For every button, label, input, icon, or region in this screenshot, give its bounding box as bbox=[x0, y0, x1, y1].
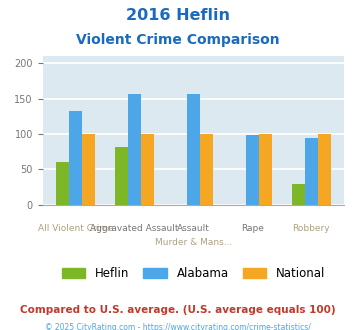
Bar bbox=[246, 135, 259, 205]
Bar bbox=[187, 94, 200, 205]
Text: Violent Crime Comparison: Violent Crime Comparison bbox=[76, 33, 279, 47]
Bar bbox=[82, 134, 95, 205]
Text: Assault: Assault bbox=[177, 224, 210, 233]
Bar bbox=[259, 134, 272, 205]
Bar bbox=[128, 94, 141, 205]
Text: Compared to U.S. average. (U.S. average equals 100): Compared to U.S. average. (U.S. average … bbox=[20, 305, 335, 315]
Bar bbox=[305, 138, 318, 205]
Bar bbox=[56, 162, 69, 205]
Text: Robbery: Robbery bbox=[293, 224, 330, 233]
Text: Aggravated Assault: Aggravated Assault bbox=[91, 224, 179, 233]
Text: 2016 Heflin: 2016 Heflin bbox=[126, 8, 229, 23]
Bar bbox=[141, 134, 154, 205]
Legend: Heflin, Alabama, National: Heflin, Alabama, National bbox=[57, 262, 330, 285]
Text: Rape: Rape bbox=[241, 224, 264, 233]
Bar bbox=[115, 147, 128, 205]
Bar bbox=[200, 134, 213, 205]
Bar bbox=[292, 184, 305, 205]
Bar bbox=[318, 134, 331, 205]
Text: All Violent Crime: All Violent Crime bbox=[38, 224, 114, 233]
Bar bbox=[69, 111, 82, 205]
Text: Murder & Mans...: Murder & Mans... bbox=[155, 238, 232, 247]
Text: © 2025 CityRating.com - https://www.cityrating.com/crime-statistics/: © 2025 CityRating.com - https://www.city… bbox=[45, 323, 310, 330]
